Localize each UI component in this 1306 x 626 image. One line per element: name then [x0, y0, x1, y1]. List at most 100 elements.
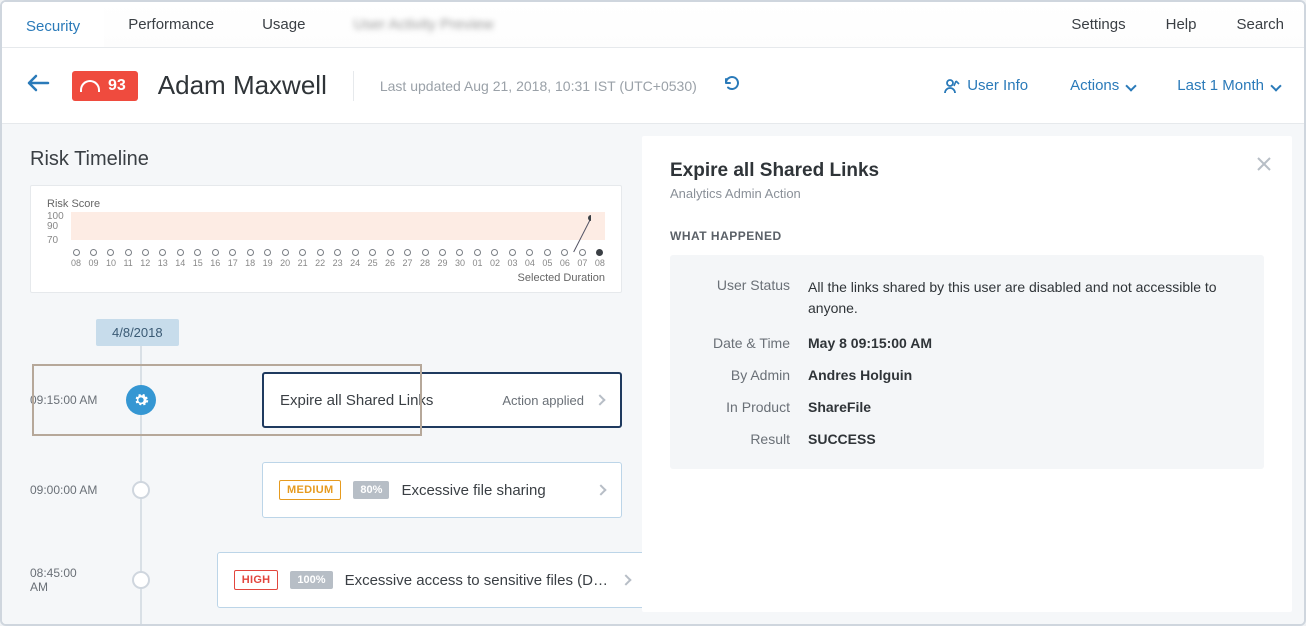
event-title: Expire all Shared Links: [280, 392, 490, 409]
tab-performance[interactable]: Performance: [104, 2, 238, 47]
nav-settings[interactable]: Settings: [1051, 2, 1145, 47]
detail-subtitle: Analytics Admin Action: [670, 186, 1264, 201]
last-updated-text: Last updated Aug 21, 2018, 10:31 IST (UT…: [380, 78, 697, 94]
chart-day-dot[interactable]: [212, 249, 219, 256]
chevron-right-icon: [595, 484, 606, 495]
xtick: 14: [175, 258, 185, 268]
xtick: 04: [525, 258, 535, 268]
xtick: 23: [333, 258, 343, 268]
xtick: 07: [577, 258, 587, 268]
xtick: 19: [263, 258, 273, 268]
ytick: 90: [47, 222, 58, 232]
xtick: 13: [158, 258, 168, 268]
chart-day-dot[interactable]: [73, 249, 80, 256]
risk-score-value: 93: [108, 77, 126, 95]
xtick: 28: [420, 258, 430, 268]
tab-user-activity-preview[interactable]: User Activity Preview: [329, 2, 517, 47]
chart-day-dot[interactable]: [282, 249, 289, 256]
xtick: 08: [595, 258, 605, 268]
tab-usage[interactable]: Usage: [238, 2, 329, 47]
xtick: 25: [368, 258, 378, 268]
xtick: 20: [280, 258, 290, 268]
nav-help[interactable]: Help: [1146, 2, 1217, 47]
detail-value: SUCCESS: [808, 431, 1236, 447]
xtick: 24: [350, 258, 360, 268]
chart-day-dot[interactable]: [229, 249, 236, 256]
chart-day-dot[interactable]: [107, 249, 114, 256]
chevron-down-icon: [1270, 80, 1281, 91]
chart-day-dot[interactable]: [142, 249, 149, 256]
event-card[interactable]: MEDIUM 80% Excessive file sharing: [262, 462, 622, 518]
xtick: 02: [490, 258, 500, 268]
event-title: Excessive access to sensitive files (DLP…: [345, 572, 610, 589]
chart-day-dot[interactable]: [125, 249, 132, 256]
detail-panel: Expire all Shared Links Analytics Admin …: [642, 136, 1292, 612]
timeline-title: Risk Timeline: [30, 148, 622, 171]
timerange-dropdown[interactable]: Last 1 Month: [1177, 77, 1280, 94]
event-card[interactable]: HIGH100%Excessive access to sensitive fi…: [217, 552, 642, 608]
event-meta: Action applied: [502, 393, 584, 408]
chart-day-dot[interactable]: [352, 249, 359, 256]
user-info-link[interactable]: User Info: [943, 77, 1028, 95]
chart-day-dot[interactable]: [474, 249, 481, 256]
xtick: 26: [385, 258, 395, 268]
chevron-right-icon: [594, 394, 605, 405]
chart-day-dot[interactable]: [194, 249, 201, 256]
xtick: 22: [315, 258, 325, 268]
chart-day-dot[interactable]: [299, 249, 306, 256]
chart-day-dot[interactable]: [422, 249, 429, 256]
back-button[interactable]: [26, 73, 52, 98]
chart-day-dot[interactable]: [317, 249, 324, 256]
chart-day-dot[interactable]: [544, 249, 551, 256]
chart-day-dot[interactable]: [456, 249, 463, 256]
xtick: 21: [298, 258, 308, 268]
risk-score-badge: 93: [72, 71, 138, 101]
event-card[interactable]: Expire all Shared Links Action applied: [262, 372, 622, 428]
chart-day-dot[interactable]: [439, 249, 446, 256]
score-pill: 80%: [353, 481, 389, 499]
what-happened-heading: WHAT HAPPENED: [670, 229, 1264, 243]
chart-day-dot[interactable]: [159, 249, 166, 256]
xtick: 15: [193, 258, 203, 268]
detail-value: May 8 09:15:00 AM: [808, 335, 1236, 351]
chart-day-dot[interactable]: [247, 249, 254, 256]
chart-day-dot[interactable]: [264, 249, 271, 256]
timeline-date: 4/8/2018: [96, 319, 179, 346]
chart-day-dot[interactable]: [491, 249, 498, 256]
severity-tag: MEDIUM: [279, 480, 341, 500]
chart-day-dot[interactable]: [579, 249, 586, 256]
chart-day-dot[interactable]: [526, 249, 533, 256]
chart-day-dot[interactable]: [404, 249, 411, 256]
refresh-button[interactable]: [723, 74, 741, 97]
detail-title: Expire all Shared Links: [670, 160, 1264, 182]
timeline-node: [132, 481, 150, 499]
chart-day-dot[interactable]: [369, 249, 376, 256]
xtick: 16: [210, 258, 220, 268]
event-title: Excessive file sharing: [401, 482, 585, 499]
tab-security[interactable]: Security: [2, 2, 104, 47]
chart-day-dot[interactable]: [90, 249, 97, 256]
nav-search[interactable]: Search: [1216, 2, 1304, 47]
xtick: 17: [228, 258, 238, 268]
event-time: 08:45:00 AM: [30, 566, 77, 594]
xtick: 05: [542, 258, 552, 268]
chart-day-dot[interactable]: [177, 249, 184, 256]
xtick: 29: [438, 258, 448, 268]
chart-day-dot[interactable]: [509, 249, 516, 256]
xtick: 12: [140, 258, 150, 268]
chevron-down-icon: [1126, 80, 1137, 91]
xtick: 08: [71, 258, 81, 268]
detail-label: By Admin: [698, 367, 790, 383]
gauge-icon: [80, 80, 100, 92]
chart-day-dot[interactable]: [387, 249, 394, 256]
score-pill: 100%: [290, 571, 332, 589]
actions-dropdown[interactable]: Actions: [1070, 77, 1135, 94]
close-button[interactable]: [1256, 156, 1272, 177]
xtick: 30: [455, 258, 465, 268]
detail-label: Result: [698, 431, 790, 447]
chart-day-dot[interactable]: [561, 249, 568, 256]
ytick: 70: [47, 236, 58, 246]
detail-label: User Status: [698, 277, 790, 319]
chart-day-dot[interactable]: [334, 249, 341, 256]
chart-day-dot[interactable]: [596, 249, 603, 256]
